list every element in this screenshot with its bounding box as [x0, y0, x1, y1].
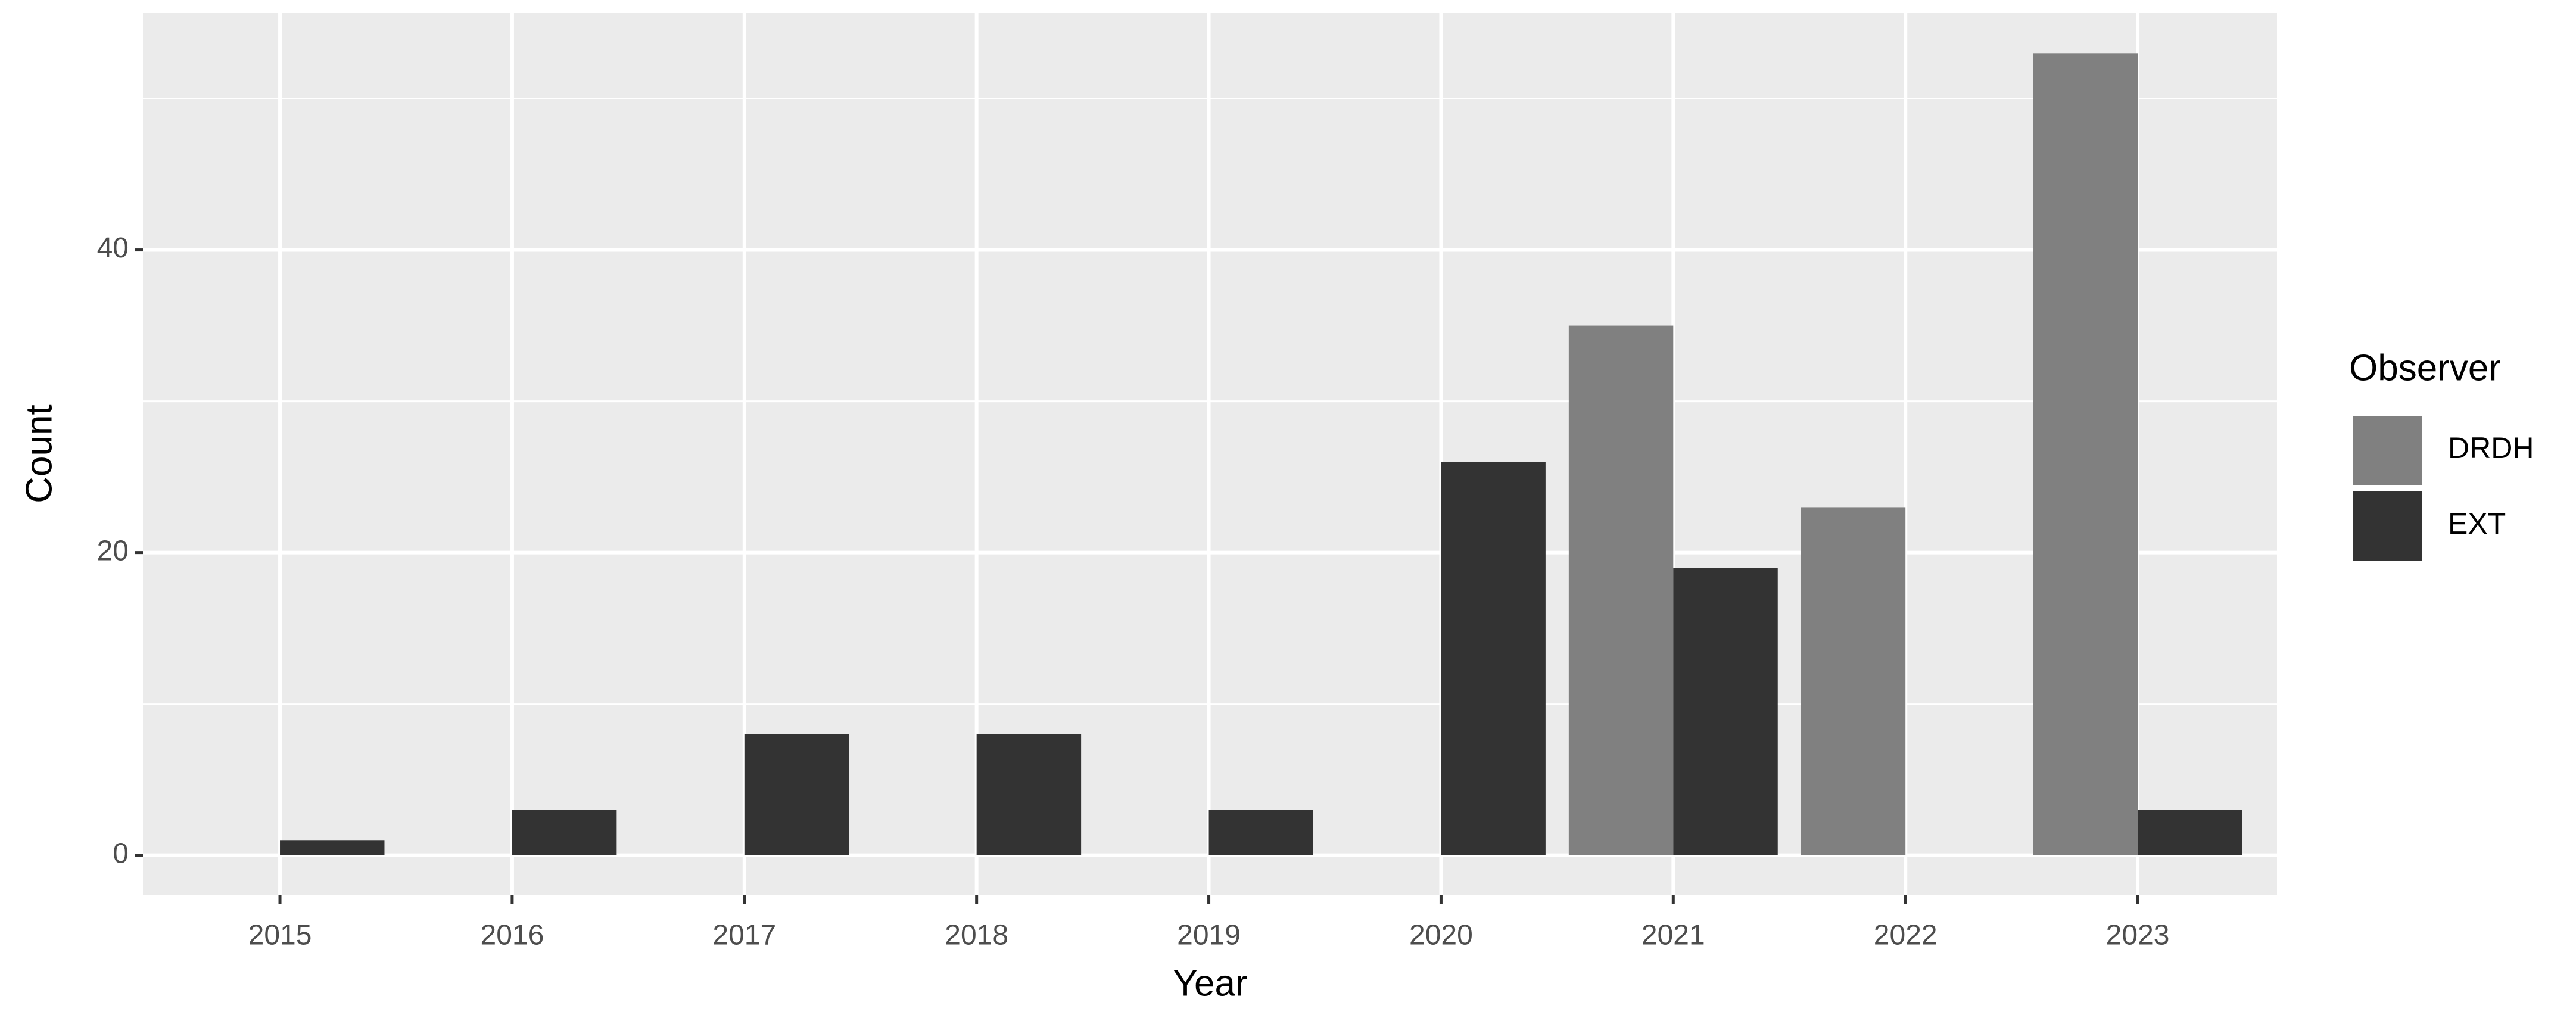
- bar: [1568, 325, 1674, 855]
- x-tick-label: 2022: [1874, 920, 1938, 951]
- bar: [1208, 810, 1313, 855]
- y-axis-title: Count: [18, 404, 60, 503]
- bar: [2033, 53, 2138, 855]
- y-tick-label: 40: [97, 232, 129, 264]
- x-tick-label: 2023: [2106, 920, 2170, 951]
- legend-label: EXT: [2448, 507, 2506, 540]
- legend-swatch: [2353, 491, 2422, 561]
- legend-swatch: [2353, 416, 2422, 485]
- legend-label: DRDH: [2448, 431, 2534, 465]
- bar: [1801, 507, 1906, 855]
- x-axis-title: Year: [1173, 963, 1247, 1004]
- x-tick-label: 2015: [248, 920, 312, 951]
- bar: [1441, 462, 1546, 855]
- bar: [744, 734, 849, 855]
- x-tick-label: 2020: [1409, 920, 1473, 951]
- bar: [2138, 810, 2242, 855]
- bar: [512, 810, 617, 855]
- bar: [280, 840, 385, 855]
- x-tick-label: 2021: [1641, 920, 1705, 951]
- x-tick-label: 2016: [481, 920, 544, 951]
- bar: [1673, 568, 1778, 855]
- x-tick-label: 2019: [1177, 920, 1241, 951]
- x-tick-label: 2018: [945, 920, 1008, 951]
- y-tick-label: 0: [113, 838, 129, 869]
- legend-title: Observer: [2349, 347, 2501, 388]
- y-tick-label: 20: [97, 535, 129, 567]
- bar: [976, 734, 1082, 855]
- x-tick-label: 2017: [712, 920, 776, 951]
